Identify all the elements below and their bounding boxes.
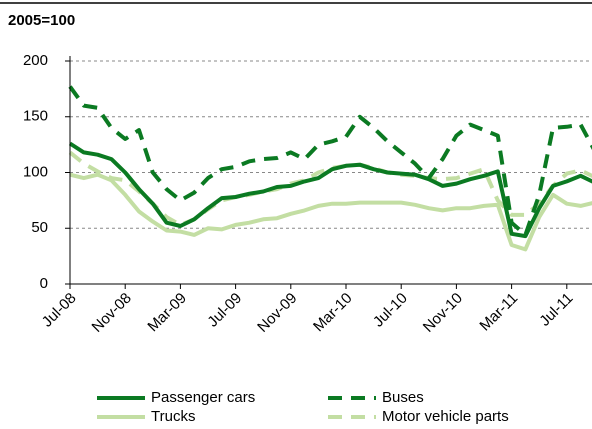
series-line: [69, 172, 592, 252]
x-tick-label: Jul-08: [39, 290, 80, 331]
x-tick-label: Mar-09: [144, 290, 190, 336]
x-tick-label: Mar-11: [476, 290, 521, 335]
y-tick-label: 0: [40, 275, 48, 292]
y-tick-label: 200: [23, 52, 48, 69]
legend-label: Passenger cars: [151, 389, 255, 406]
legend-label: Motor vehicle parts: [382, 408, 509, 425]
chart-title: 2005=100: [8, 12, 75, 29]
legend-label: Buses: [382, 389, 424, 406]
series-line: [68, 85, 592, 237]
y-tick-label: 100: [23, 163, 48, 180]
legend-label: Trucks: [151, 408, 195, 425]
x-tick-label: Jul-11: [536, 290, 576, 330]
y-tick-label: 150: [23, 108, 48, 125]
x-tick-label: Jul-10: [370, 290, 411, 331]
y-tick-label: 50: [31, 219, 48, 236]
x-tick-label: Nov-08: [89, 290, 135, 336]
x-tick-label: Jul-09: [204, 290, 245, 331]
x-tick-label: Nov-09: [254, 290, 300, 336]
series-line: [68, 141, 592, 239]
x-tick-label: Mar-10: [310, 290, 356, 336]
x-tick-label: Nov-10: [420, 290, 466, 336]
series-line: [68, 150, 592, 227]
